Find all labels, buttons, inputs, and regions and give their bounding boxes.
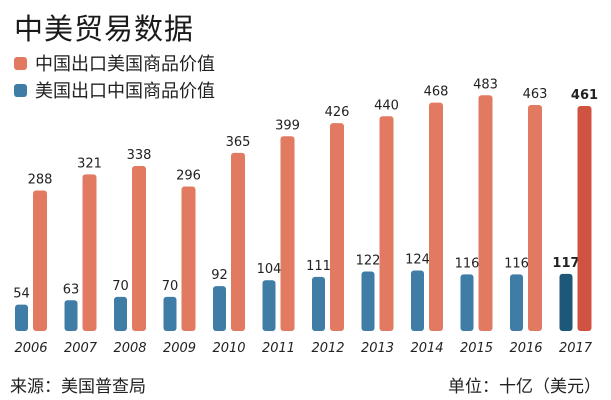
year-label-2016: 2016 bbox=[509, 341, 542, 356]
bar-china-2011 bbox=[280, 136, 295, 331]
legend-item-us-exports: 美国出口中国商品价值 bbox=[14, 77, 215, 103]
bar-us-2008 bbox=[114, 296, 127, 331]
value-label-china-2015: 483 bbox=[473, 77, 498, 92]
value-label-us-2016: 116 bbox=[504, 256, 529, 271]
bar-us-2006 bbox=[15, 304, 28, 331]
bar-china-2017 bbox=[577, 106, 592, 331]
bar-us-2017 bbox=[559, 273, 573, 331]
bar-us-2007 bbox=[64, 300, 78, 331]
source-note: 来源：美国普查局 bbox=[10, 377, 146, 397]
value-label-china-2008: 338 bbox=[127, 148, 152, 163]
year-label-2008: 2008 bbox=[113, 341, 146, 356]
value-label-us-2014: 124 bbox=[405, 252, 430, 267]
unit-note: 单位：十亿（美元） bbox=[448, 377, 601, 397]
bar-us-2009 bbox=[163, 296, 177, 331]
value-label-us-2006: 54 bbox=[13, 287, 30, 302]
value-label-china-2011: 399 bbox=[275, 118, 300, 133]
bar-us-2013 bbox=[361, 271, 375, 331]
value-label-us-2013: 122 bbox=[356, 253, 381, 268]
value-label-china-2010: 365 bbox=[226, 135, 251, 150]
year-label-2009: 2009 bbox=[163, 341, 196, 356]
value-label-us-2017: 117 bbox=[552, 256, 579, 271]
legend-swatch-orange bbox=[14, 56, 27, 70]
value-label-china-2013: 440 bbox=[374, 98, 399, 113]
bar-us-2012 bbox=[312, 276, 325, 331]
value-label-us-2007: 63 bbox=[63, 282, 80, 297]
legend-swatch-blue bbox=[14, 83, 27, 97]
value-label-china-2016: 463 bbox=[523, 87, 548, 102]
bar-china-2015 bbox=[478, 95, 493, 332]
year-label-2015: 2015 bbox=[460, 341, 493, 356]
value-label-us-2011: 104 bbox=[257, 262, 282, 277]
year-label-2010: 2010 bbox=[212, 341, 245, 356]
bar-us-2011 bbox=[262, 280, 276, 331]
bar-china-2012 bbox=[330, 123, 344, 331]
value-label-us-2015: 116 bbox=[455, 256, 480, 271]
year-label-2007: 2007 bbox=[64, 341, 98, 356]
value-label-china-2007: 321 bbox=[77, 156, 102, 171]
value-label-china-2012: 426 bbox=[325, 105, 350, 120]
bar-us-2010 bbox=[213, 286, 226, 331]
value-label-china-2017: 461 bbox=[571, 88, 598, 103]
bar-china-2014 bbox=[429, 102, 443, 331]
value-label-us-2009: 70 bbox=[162, 279, 179, 294]
year-label-2013: 2013 bbox=[361, 341, 394, 356]
value-label-china-2009: 296 bbox=[176, 169, 201, 184]
bar-us-2016 bbox=[510, 274, 523, 331]
bar-china-2016 bbox=[528, 105, 542, 331]
year-label-2006: 2006 bbox=[14, 341, 47, 356]
bar-us-2014 bbox=[411, 270, 424, 331]
year-label-2012: 2012 bbox=[311, 341, 344, 356]
year-label-2011: 2011 bbox=[262, 341, 295, 356]
value-label-us-2010: 92 bbox=[211, 268, 228, 283]
legend-item-china-exports: 中国出口美国商品价值 bbox=[14, 50, 215, 76]
value-label-china-2006: 288 bbox=[28, 172, 53, 187]
value-label-us-2012: 111 bbox=[306, 259, 331, 274]
legend-label: 中国出口美国商品价值 bbox=[35, 54, 215, 75]
bar-china-2007 bbox=[82, 174, 97, 331]
bar-china-2006 bbox=[33, 190, 47, 331]
bar-china-2013 bbox=[379, 116, 394, 331]
value-label-us-2008: 70 bbox=[112, 279, 129, 294]
year-label-2017: 2017 bbox=[559, 341, 593, 356]
value-label-china-2014: 468 bbox=[424, 85, 449, 100]
chart-title: 中美贸易数据 bbox=[14, 12, 195, 46]
bar-china-2010 bbox=[231, 152, 245, 331]
legend-label: 美国出口中国商品价值 bbox=[35, 81, 215, 102]
bar-china-2008 bbox=[132, 166, 146, 331]
year-label-2014: 2014 bbox=[410, 341, 443, 356]
bar-us-2015 bbox=[460, 274, 474, 331]
bar-china-2009 bbox=[181, 186, 196, 331]
